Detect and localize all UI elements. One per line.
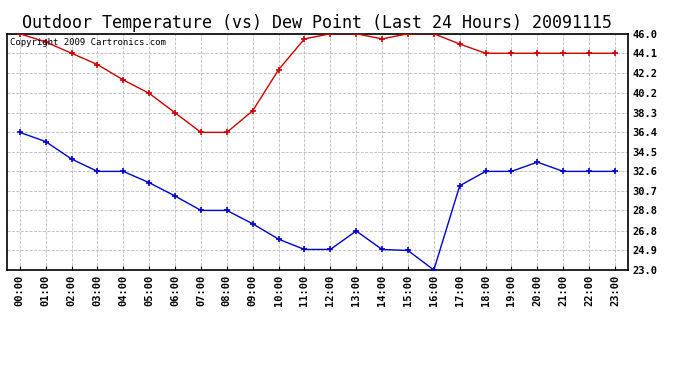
Text: Copyright 2009 Cartronics.com: Copyright 2009 Cartronics.com <box>10 39 166 48</box>
Title: Outdoor Temperature (vs) Dew Point (Last 24 Hours) 20091115: Outdoor Temperature (vs) Dew Point (Last… <box>22 14 613 32</box>
